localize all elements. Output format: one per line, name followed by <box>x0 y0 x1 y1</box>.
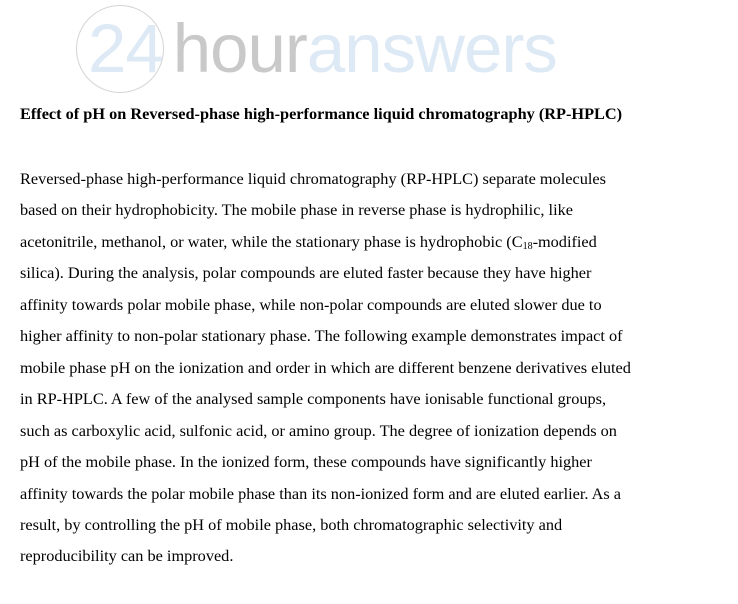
text-line: higher affinity to non-polar stationary … <box>20 326 623 346</box>
text-line: affinity towards the polar mobile phase … <box>20 483 622 503</box>
text-line: affinity towards polar mobile phase, whi… <box>20 294 602 314</box>
text-line: acetonitrile, methanol, or water, while … <box>20 226 631 257</box>
text-line: silica). During the analysis, polar comp… <box>20 263 592 283</box>
text-segment: -modified <box>532 231 597 251</box>
text-line: reproducibility can be improved. <box>20 546 234 566</box>
text-line: based on their hydrophobicity. The mobil… <box>20 200 573 220</box>
logo-24: 24 <box>88 10 164 87</box>
subscript: 18 <box>522 240 533 252</box>
text-line: such as carboxylic acid, sulfonic acid, … <box>20 420 617 440</box>
text-line: in RP-HPLC. A few of the analysed sample… <box>20 389 607 409</box>
body-paragraph: Reversed-phase high-performance liquid c… <box>20 163 631 572</box>
watermark-logo: 24 houranswers <box>0 0 738 100</box>
text-line: pH of the mobile phase. In the ionized f… <box>20 452 592 472</box>
document-title: Effect of pH on Reversed-phase high-perf… <box>20 104 623 123</box>
logo-circle <box>76 5 164 93</box>
text-line: Reversed-phase high-performance liquid c… <box>20 169 606 188</box>
text-segment: acetonitrile, methanol, or water, while … <box>20 231 523 251</box>
text-line: mobile phase pH on the ionization and or… <box>20 357 631 377</box>
logo-answers: answers <box>306 10 558 87</box>
text-line: result, by controlling the pH of mobile … <box>20 514 563 534</box>
logo-text: 24 houranswers <box>88 6 558 92</box>
logo-hour: hour <box>172 10 308 87</box>
